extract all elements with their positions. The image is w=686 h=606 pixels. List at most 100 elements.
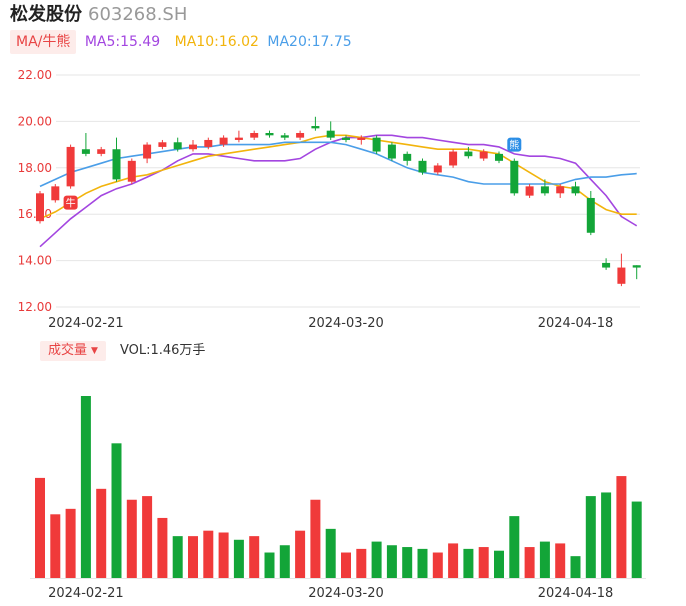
candlestick[interactable] <box>495 153 503 161</box>
candlestick[interactable] <box>571 186 580 194</box>
volume-bar[interactable] <box>35 477 45 578</box>
volume-bar[interactable] <box>371 541 382 578</box>
candlestick[interactable] <box>66 146 75 187</box>
candlestick[interactable] <box>219 137 228 145</box>
candlestick[interactable] <box>51 186 60 201</box>
volume-bar[interactable] <box>570 556 581 578</box>
ma-line-ma20 <box>39 141 637 188</box>
stock-name: 松发股份 <box>10 4 82 25</box>
volume-bar[interactable] <box>65 508 76 578</box>
volume-bar[interactable] <box>264 552 275 578</box>
candlestick[interactable] <box>387 144 396 159</box>
volume-bar[interactable] <box>126 499 137 578</box>
volume-bar[interactable] <box>279 545 290 578</box>
volume-indicator-dropdown[interactable]: 成交量 ▼ <box>40 341 106 361</box>
candlestick[interactable] <box>158 142 167 147</box>
candlestick[interactable] <box>250 133 259 138</box>
volume-bar[interactable] <box>249 536 260 578</box>
volume-bar[interactable] <box>142 496 153 578</box>
volume-bar[interactable] <box>172 536 183 578</box>
volume-bar[interactable] <box>417 548 428 578</box>
volume-bar[interactable] <box>233 539 244 578</box>
candlestick[interactable] <box>632 265 641 268</box>
candlestick[interactable] <box>280 135 289 138</box>
volume-bar[interactable] <box>432 552 443 578</box>
candlestick[interactable] <box>540 186 549 194</box>
candlestick[interactable] <box>617 267 626 284</box>
ma10-label: MA10:16.02 <box>174 34 259 50</box>
candlestick[interactable] <box>234 137 243 140</box>
candlestick[interactable] <box>127 160 136 182</box>
price-date-label: 2024-04-18 <box>538 316 614 331</box>
ma5-label: MA5:15.49 <box>84 34 161 50</box>
volume-bar[interactable] <box>295 530 306 578</box>
price-axis-tick-label: 22.00 <box>18 68 52 82</box>
volume-bar[interactable] <box>325 528 336 578</box>
candlestick[interactable] <box>311 126 320 129</box>
volume-bar[interactable] <box>157 517 168 578</box>
volume-bar[interactable] <box>111 443 122 578</box>
volume-bar[interactable] <box>356 548 367 578</box>
volume-bar[interactable] <box>218 532 229 579</box>
candlestick[interactable] <box>602 262 611 268</box>
volume-bar[interactable] <box>494 550 504 578</box>
candlestick[interactable] <box>510 160 519 194</box>
volume-bar[interactable] <box>80 396 91 578</box>
volume-bar[interactable] <box>310 499 321 578</box>
candlestick[interactable] <box>357 137 366 140</box>
stock-header: 松发股份 603268.SH <box>10 4 187 26</box>
candlestick[interactable] <box>479 151 488 159</box>
candlestick[interactable] <box>81 149 90 154</box>
volume-bar[interactable] <box>386 545 397 578</box>
candlestick[interactable] <box>586 197 595 233</box>
volume-bar[interactable] <box>555 543 566 578</box>
signal-marker-badge <box>507 137 522 152</box>
volume-bar[interactable] <box>509 516 520 578</box>
volume-bar[interactable] <box>631 501 642 578</box>
candlestick[interactable] <box>204 139 213 147</box>
candlestick[interactable] <box>189 144 197 150</box>
volume-bar[interactable] <box>341 552 351 578</box>
volume-bar[interactable] <box>448 543 459 578</box>
candlestick[interactable] <box>36 193 44 222</box>
candlestick[interactable] <box>296 133 305 138</box>
volume-bar[interactable] <box>188 536 198 578</box>
ma-toggle-button[interactable]: MA/牛熊 <box>10 30 77 54</box>
candlestick[interactable] <box>112 149 121 180</box>
volume-bar[interactable] <box>616 476 627 578</box>
volume-date-label: 2024-04-18 <box>538 586 614 601</box>
volume-bar[interactable] <box>96 488 107 578</box>
candlestick[interactable] <box>418 160 427 173</box>
stock-code: 603268.SH <box>88 4 188 25</box>
price-axis-tick-label: 12.00 <box>18 300 52 314</box>
volume-legend: 成交量 ▼ VOL:1.46万手 <box>40 341 205 361</box>
candlestick[interactable] <box>525 186 534 196</box>
candlestick[interactable] <box>433 165 442 173</box>
volume-date-label: 2024-03-20 <box>308 586 384 601</box>
volume-bar[interactable] <box>524 547 535 578</box>
volume-bar[interactable] <box>585 496 596 578</box>
volume-bar[interactable] <box>50 514 61 578</box>
candlestick[interactable] <box>143 144 152 159</box>
candlestick[interactable] <box>265 133 274 136</box>
volume-bar[interactable] <box>402 547 413 578</box>
candlestick[interactable] <box>97 149 106 154</box>
candlestick[interactable] <box>173 142 182 150</box>
volume-bar[interactable] <box>463 548 474 578</box>
candlestick[interactable] <box>372 137 381 152</box>
volume-bar[interactable] <box>601 492 612 578</box>
signal-marker-label: 熊 <box>509 139 519 152</box>
candlestick[interactable] <box>342 137 350 140</box>
candlestick[interactable] <box>449 151 458 166</box>
volume-bar[interactable] <box>203 530 214 578</box>
volume-bar[interactable] <box>478 547 489 578</box>
candlestick[interactable] <box>326 130 335 138</box>
price-axis-tick-label: 20.00 <box>18 114 52 128</box>
price-axis-tick-label: 14.00 <box>18 254 52 268</box>
ma-line-ma10 <box>39 134 637 220</box>
candlestick[interactable] <box>556 186 565 194</box>
volume-bar[interactable] <box>539 541 550 578</box>
candlestick[interactable] <box>403 153 412 161</box>
candlestick[interactable] <box>464 151 473 157</box>
